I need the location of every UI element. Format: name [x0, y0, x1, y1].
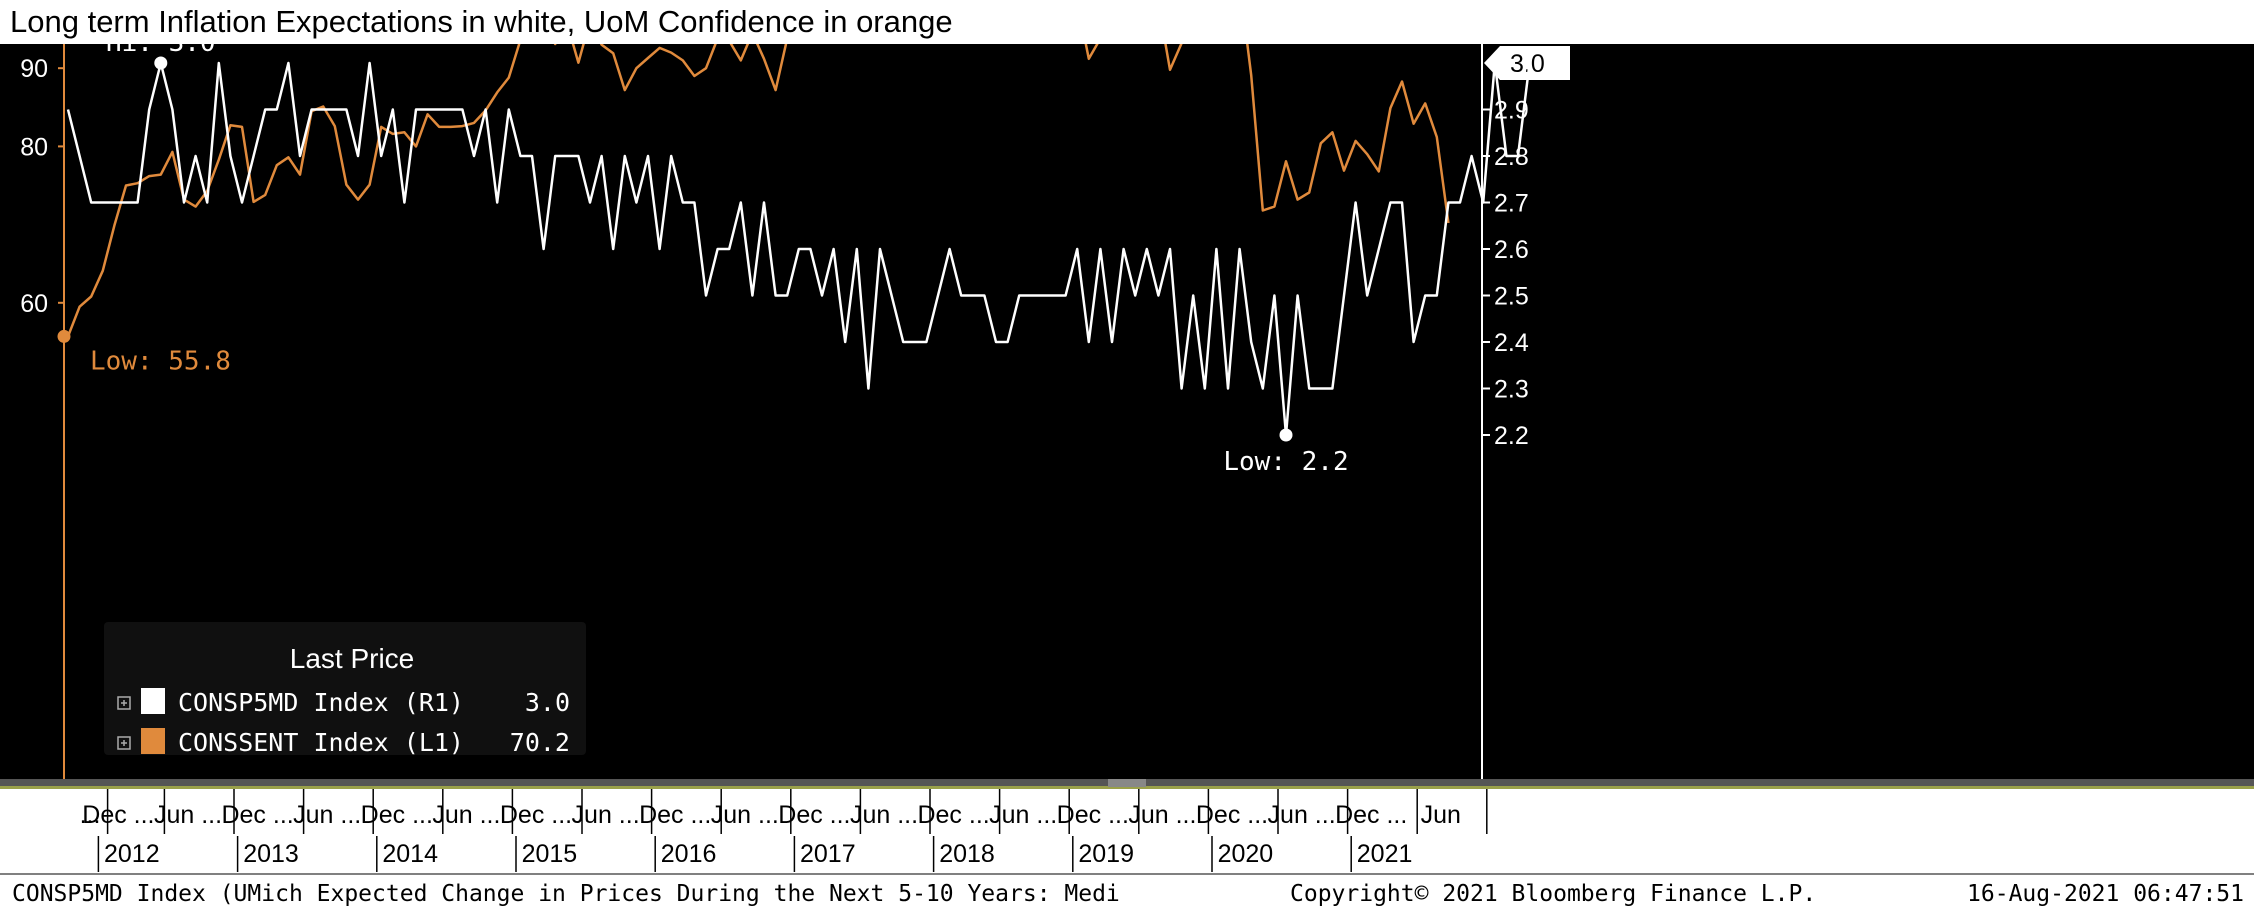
- right-tick-label: 2.6: [1494, 236, 1529, 264]
- right-last-badge: [1484, 46, 1570, 80]
- chart-svg: 1009080602.92.82.72.62.52.42.32.270.23.0…: [0, 44, 2254, 914]
- scroll-handle[interactable]: [1108, 779, 1146, 787]
- left-tick-label: 90: [20, 55, 48, 83]
- x-year-label: 2016: [661, 840, 717, 868]
- x-year-label: 2014: [382, 840, 438, 868]
- x-month-label: Jun ...: [572, 801, 640, 829]
- x-year-label: 2021: [1357, 840, 1413, 868]
- chart-title: Long term Inflation Expectations in whit…: [10, 4, 953, 39]
- confidence-line: [66, 44, 1450, 337]
- confidence-low-marker: [57, 329, 71, 343]
- x-month-label: Jun ...: [711, 801, 779, 829]
- x-month-label: Dec ...: [917, 801, 989, 829]
- legend-swatch: [141, 728, 165, 754]
- legend-value: 3.0: [525, 688, 570, 717]
- x-year-label: 2015: [522, 840, 578, 868]
- footer-description: CONSP5MD Index (UMich Expected Change in…: [12, 881, 1120, 907]
- footer: ...Dec ... Jun ... Dec ... Jun ... Dec ... Ju…: [0, 789, 2254, 907]
- confidence-low-label: Low: 55.8: [90, 346, 231, 376]
- inflation-high-marker: [154, 56, 168, 70]
- x-axis-band: [0, 779, 2254, 914]
- footer-copyright: Copyright© 2021 Bloomberg Finance L.P.: [1290, 881, 1816, 907]
- legend-value: 70.2: [510, 728, 570, 757]
- right-tick-label: 2.5: [1494, 283, 1529, 311]
- x-month-label: Dec ...: [778, 801, 850, 829]
- legend-box: [104, 622, 586, 755]
- x-month-label: Jun ...: [154, 801, 222, 829]
- x-year-label: 2020: [1218, 840, 1274, 868]
- legend-swatch: [141, 688, 165, 714]
- x-axis-background: [0, 789, 2254, 914]
- right-tick-label: 2.2: [1494, 422, 1529, 450]
- x-month-label: Jun ...: [989, 801, 1057, 829]
- right-tick-label: 2.7: [1494, 190, 1529, 218]
- x-month-label: Dec ...: [221, 801, 293, 829]
- legend-toggle[interactable]: [117, 696, 131, 710]
- x-month-label: Jun ...: [432, 801, 500, 829]
- legend-toggle[interactable]: [117, 736, 131, 750]
- right-tick-label: 2.4: [1494, 329, 1529, 357]
- x-month-label: Dec ...: [1196, 801, 1268, 829]
- x-year-label: 2018: [939, 840, 995, 868]
- x-month-label: Dec ...: [1335, 801, 1407, 829]
- legend-label: CONSP5MD Index (R1): [178, 688, 464, 717]
- x-month-label: ...: [80, 801, 101, 829]
- x-year-label: 2019: [1078, 840, 1134, 868]
- x-month-label: Dec ...: [361, 801, 433, 829]
- scroll-strip-line: [0, 786, 2254, 789]
- x-month-label: Dec ...: [82, 801, 154, 829]
- left-last-label: 70.2: [0, 44, 46, 50]
- x-month-label: Jun: [1421, 801, 1461, 829]
- left-tick-label: 60: [20, 290, 48, 318]
- inflation-low-marker: [1279, 428, 1293, 442]
- x-month-label: Dec ...: [500, 801, 572, 829]
- x-year-label: 2017: [800, 840, 856, 868]
- footer-timestamp: 16-Aug-2021 06:47:51: [1967, 881, 2244, 907]
- inflation-high-label: Hi: 3.0: [106, 44, 216, 58]
- right-tick-label: 2.3: [1494, 376, 1529, 404]
- x-year-label: 2013: [243, 840, 299, 868]
- x-month-label: Jun ...: [1128, 801, 1196, 829]
- x-month-label: Dec ...: [1057, 801, 1129, 829]
- x-year-label: 2012: [104, 840, 160, 868]
- x-month-label: Jun ...: [1268, 801, 1336, 829]
- x-month-label: Dec ...: [639, 801, 711, 829]
- inflation-low-label: Low: 2.2: [1223, 447, 1348, 477]
- legend-title: Last Price: [290, 643, 415, 674]
- x-month-label: Jun ...: [850, 801, 918, 829]
- left-tick-label: 80: [20, 133, 48, 161]
- legend: Last Price CONSP5MD Index (R1) 3.0 CONSSENT…: [104, 622, 586, 757]
- x-month-label: Jun ...: [293, 801, 361, 829]
- legend-label: CONSSENT Index (L1): [178, 728, 464, 757]
